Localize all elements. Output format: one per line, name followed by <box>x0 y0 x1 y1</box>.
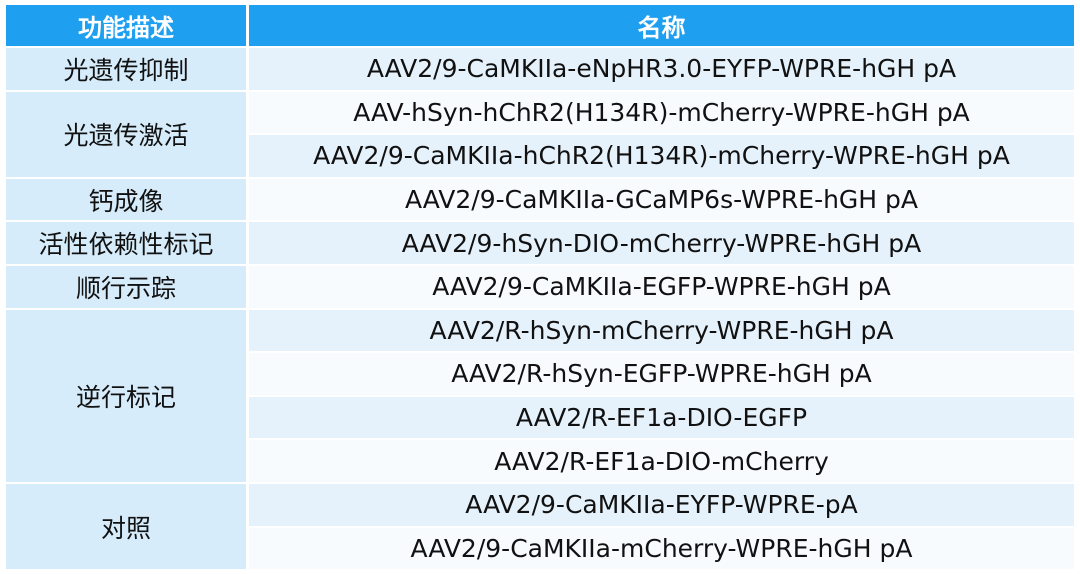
vector-table: 功能描述 名称 光遗传抑制 AAV2/9-CaMKIIa-eNpHR3.0-EYF… <box>3 3 1077 571</box>
function-cell: 对照 <box>6 483 246 570</box>
table-row: AAV2/9-CaMKIIa-hChR2(H134R)-mCherry-WPRE… <box>6 135 1074 177</box>
table-row: AAV2/9-CaMKIIa-mCherry-WPRE-hGH pA <box>6 527 1074 570</box>
table-row: 钙成像 AAV2/9-CaMKIIa-GCaMP6s-WPRE-hGH pA <box>6 178 1074 221</box>
function-cell: 光遗传抑制 <box>6 48 246 90</box>
table-row: 逆行标记 AAV2/R-hSyn-mCherry-WPRE-hGH pA <box>6 309 1074 482</box>
function-cell: 顺行示踪 <box>6 265 246 308</box>
table-row: 光遗传抑制 AAV2/9-CaMKIIa-eNpHR3.0-EYFP-WPRE-h… <box>6 48 1074 90</box>
header-cell: 名称 <box>249 5 1074 46</box>
name-cell: AAV2/R-EF1a-DIO-mCherry <box>249 440 1074 482</box>
function-cell: 逆行标记 <box>6 309 246 482</box>
name-cell: AAV2/9-CaMKIIa-EYFP-WPRE-pA <box>249 483 1074 526</box>
table-body: 光遗传抑制 AAV2/9-CaMKIIa-eNpHR3.0-EYFP-WPRE-h… <box>6 48 1074 570</box>
table-row: AAV2/R-hSyn-EGFP-WPRE-hGH pA <box>6 353 1074 395</box>
function-cell: 活性依赖性标记 <box>6 222 246 264</box>
name-cell: AAV2/9-CaMKIIa-GCaMP6s-WPRE-hGH pA <box>249 178 1074 221</box>
table-row: 活性依赖性标记 AAV2/9-hSyn-DIO-mCherry-WPRE-hGH … <box>6 222 1074 264</box>
name-cell: AAV2/9-CaMKIIa-EGFP-WPRE-hGH pA <box>249 265 1074 308</box>
table-row: 顺行示踪 AAV2/9-CaMKIIa-EGFP-WPRE-hGH pA <box>6 265 1074 308</box>
table-row: 对照 AAV2/9-CaMKIIa-EYFP-WPRE-pA <box>6 483 1074 570</box>
table-row: 光遗传激活 AAV-hSyn-hChR2(H134R)-mCherry-WPRE-… <box>6 91 1074 177</box>
table-row: AAV2/R-EF1a-DIO-mCherry <box>6 440 1074 482</box>
header-cell: 功能描述 <box>6 5 246 46</box>
name-cell: AAV2/R-hSyn-EGFP-WPRE-hGH pA <box>249 353 1074 395</box>
name-cell: AAV2/9-CaMKIIa-eNpHR3.0-EYFP-WPRE-hGH pA <box>249 48 1074 90</box>
function-cell: 钙成像 <box>6 178 246 221</box>
table-row: AAV2/R-EF1a-DIO-EGFP <box>6 396 1074 439</box>
name-cell: AAV2/R-EF1a-DIO-EGFP <box>249 396 1074 439</box>
name-cell: AAV-hSyn-hChR2(H134R)-mCherry-WPRE-hGH p… <box>249 91 1074 134</box>
name-cell: AAV2/9-hSyn-DIO-mCherry-WPRE-hGH pA <box>249 222 1074 264</box>
name-cell: AAV2/9-CaMKIIa-hChR2(H134R)-mCherry-WPRE… <box>249 135 1074 177</box>
name-cell: AAV2/9-CaMKIIa-mCherry-WPRE-hGH pA <box>249 527 1074 570</box>
header-row: 功能描述 名称 <box>6 5 1074 46</box>
function-cell: 光遗传激活 <box>6 91 246 177</box>
name-cell: AAV2/R-hSyn-mCherry-WPRE-hGH pA <box>249 309 1074 352</box>
